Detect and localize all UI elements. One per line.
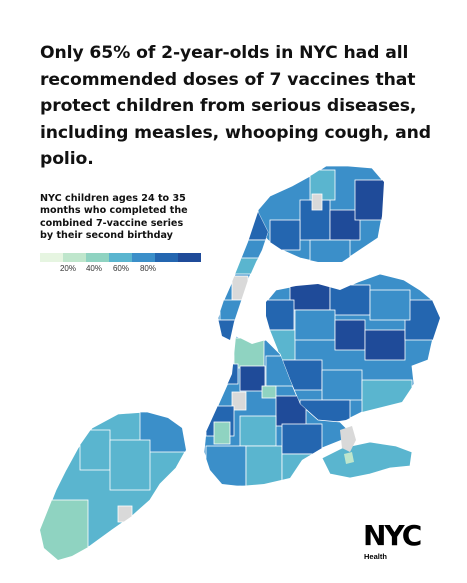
bronx-no-data-area bbox=[311, 193, 323, 211]
brooklyn-district bbox=[239, 415, 277, 447]
staten-island-park bbox=[117, 505, 133, 523]
queens-district bbox=[361, 379, 413, 421]
legend-swatch-2 bbox=[63, 253, 86, 262]
brooklyn-district bbox=[217, 363, 239, 385]
legend-title: NYC children ages 24 to 35 months who co… bbox=[40, 193, 188, 242]
manhattan-district bbox=[229, 257, 261, 275]
staten-island-district bbox=[109, 439, 151, 491]
legend-tick-20: 20% bbox=[59, 264, 76, 273]
legend-swatch-3 bbox=[86, 253, 109, 262]
legend-color-bar bbox=[40, 253, 201, 262]
legend-tick-60: 60% bbox=[112, 264, 129, 273]
legend-swatch-4 bbox=[109, 253, 132, 262]
legend-swatch-5 bbox=[132, 253, 155, 262]
staten-island-district bbox=[79, 429, 111, 471]
queens-district bbox=[266, 299, 295, 331]
rockaway-district bbox=[344, 452, 354, 464]
bronx-district bbox=[309, 239, 351, 262]
bronx-district bbox=[354, 179, 384, 221]
queens-district bbox=[294, 309, 336, 341]
logo-subtext: Health bbox=[364, 552, 387, 561]
queens-district bbox=[369, 289, 411, 321]
bronx-district bbox=[269, 219, 301, 251]
legend-tick-40: 40% bbox=[85, 264, 102, 273]
brooklyn-district bbox=[239, 365, 266, 392]
brooklyn-district bbox=[213, 421, 231, 445]
manhattan-district bbox=[235, 239, 267, 261]
queens-district bbox=[364, 329, 406, 361]
brooklyn-district bbox=[281, 423, 323, 455]
queens-district bbox=[321, 369, 363, 401]
brooklyn-district bbox=[261, 385, 277, 399]
brooklyn-district bbox=[245, 445, 283, 486]
manhattan-district bbox=[219, 299, 251, 321]
rockaway-region bbox=[321, 441, 413, 479]
headline: Only 65% of 2-year-olds in NYC had all r… bbox=[40, 43, 431, 169]
queens-district bbox=[329, 284, 371, 316]
legend-tick-80: 80% bbox=[139, 264, 156, 273]
jamaica-bay-area bbox=[340, 426, 356, 452]
queens-district bbox=[404, 299, 440, 341]
queens-district bbox=[334, 319, 366, 351]
brooklyn-district bbox=[233, 337, 265, 369]
legend-swatch-7 bbox=[178, 253, 201, 262]
staten-island-district bbox=[40, 499, 89, 560]
brooklyn-district bbox=[205, 445, 247, 486]
legend-swatch-6 bbox=[155, 253, 178, 262]
legend-ticks: 20% 40% 60% 80% bbox=[40, 264, 201, 276]
legend-swatch-1 bbox=[40, 253, 63, 262]
nyc-health-logo: NYC Health bbox=[363, 519, 433, 565]
brooklyn-park bbox=[231, 391, 247, 411]
logo-wordmark: NYC bbox=[363, 519, 422, 552]
brooklyn-district bbox=[281, 453, 313, 485]
